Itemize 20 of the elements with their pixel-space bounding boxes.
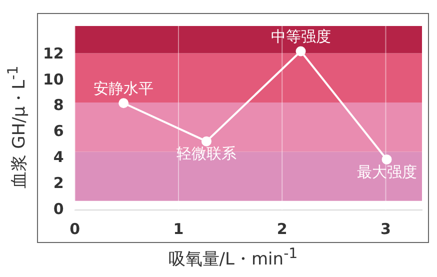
y-tick-label: 12 (43, 44, 64, 62)
point (382, 154, 392, 164)
x-axis-title: 吸氧量/L・min$^{-1}$ (167, 246, 299, 271)
x-tick-label: 1 (173, 220, 184, 238)
point (296, 46, 306, 56)
x-tick-label: 2 (276, 220, 288, 238)
y-tick-label: 10 (43, 70, 64, 88)
annotation: 安静水平 (94, 79, 154, 98)
y-tick-label: 6 (53, 122, 64, 140)
x-tick-label: 0 (70, 220, 80, 238)
x-tick-label: 3 (380, 220, 391, 238)
y-tick-label: 4 (53, 148, 64, 166)
annotation: 中等强度 (270, 28, 331, 46)
annotation: 最大强度 (356, 162, 417, 181)
annotation: 轻微联系 (176, 144, 236, 163)
y-tick-label: 8 (53, 96, 64, 114)
y-tick-label: 2 (53, 174, 64, 192)
y-tick-label: 0 (53, 200, 64, 218)
point (201, 136, 212, 146)
point (118, 98, 129, 108)
